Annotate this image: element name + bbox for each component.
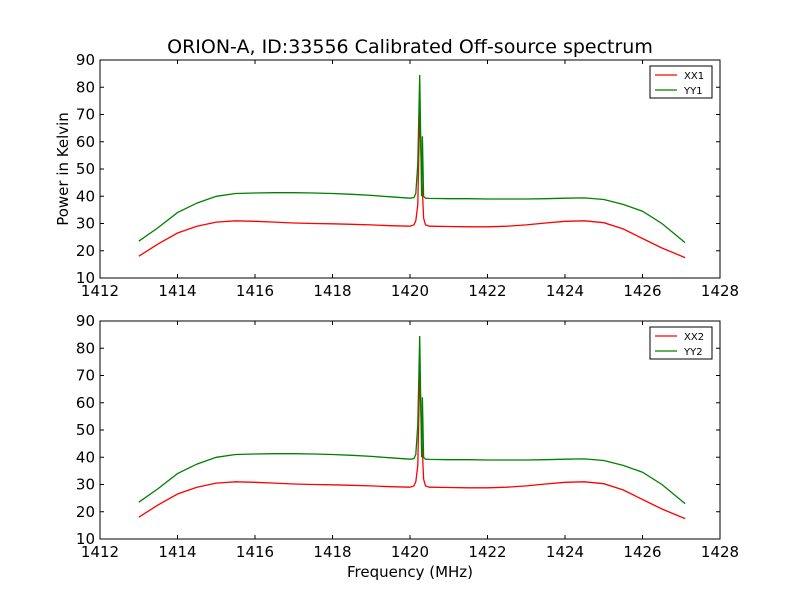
top-panel: 1412 1414 1416 1418 1420 1422 1424 1426 1428 10 20… bbox=[76, 51, 739, 300]
y-tick-label: 40 bbox=[76, 448, 95, 466]
legend-label: YY2 bbox=[683, 347, 703, 358]
x-tick-label: 1424 bbox=[546, 543, 584, 561]
bottom-panel: 1412 1414 1416 1418 1420 1422 1424 1426 1428 10 20… bbox=[76, 312, 739, 561]
y-tick-label: 10 bbox=[76, 269, 95, 287]
axes-frame bbox=[99, 320, 721, 540]
y-tick-label: 70 bbox=[76, 106, 95, 124]
x-tick-label: 1418 bbox=[313, 282, 351, 300]
x-tick-label: 1414 bbox=[158, 282, 196, 300]
legend-label: XX1 bbox=[684, 71, 704, 82]
x-tick-label: 1428 bbox=[701, 282, 739, 300]
x-tick-label: 1426 bbox=[623, 282, 661, 300]
y-tick-label: 80 bbox=[76, 339, 95, 357]
axes-frame bbox=[99, 59, 721, 279]
x-tick-label: 1428 bbox=[701, 543, 739, 561]
x-tick-label: 1420 bbox=[391, 543, 429, 561]
y-tick-label: 50 bbox=[76, 160, 95, 178]
y-tick-label: 30 bbox=[76, 476, 95, 494]
x-tick-label: 1412 bbox=[81, 282, 119, 300]
y-tick-label: 60 bbox=[76, 133, 95, 151]
y-tick-label: 90 bbox=[76, 51, 95, 69]
y-tick-label: 10 bbox=[76, 530, 95, 548]
legend-label: XX2 bbox=[684, 332, 704, 343]
x-tick-label: 1412 bbox=[81, 543, 119, 561]
legend-box bbox=[649, 326, 713, 360]
x-tick-label: 1424 bbox=[546, 282, 584, 300]
y-tick-label: 80 bbox=[76, 78, 95, 96]
x-axis-label: Frequency (MHz) bbox=[347, 563, 473, 581]
x-tick-label: 1422 bbox=[468, 543, 506, 561]
y-tick-label: 30 bbox=[76, 215, 95, 233]
y-tick-label: 40 bbox=[76, 187, 95, 205]
x-tick-label: 1426 bbox=[623, 543, 661, 561]
legend-box bbox=[649, 65, 713, 99]
series-line-yy1 bbox=[138, 74, 686, 244]
series-line-xx1 bbox=[138, 111, 686, 259]
y-tick-label: 60 bbox=[76, 394, 95, 412]
x-tick-label: 1420 bbox=[391, 282, 429, 300]
y-tick-label: 50 bbox=[76, 421, 95, 439]
x-tick-label: 1414 bbox=[158, 543, 196, 561]
y-tick-label: 70 bbox=[76, 367, 95, 385]
legend-label: YY1 bbox=[683, 86, 703, 97]
series-line-xx2 bbox=[138, 372, 686, 520]
x-tick-label: 1418 bbox=[313, 543, 351, 561]
x-tick-label: 1422 bbox=[468, 282, 506, 300]
x-tick-label: 1416 bbox=[236, 282, 274, 300]
y-axis-label: Power in Kelvin bbox=[54, 112, 72, 226]
y-tick-label: 20 bbox=[76, 503, 95, 521]
y-tick-label: 90 bbox=[76, 312, 95, 330]
figure-title: ORION-A, ID:33556 Calibrated Off-source … bbox=[167, 36, 653, 58]
series-line-yy2 bbox=[138, 335, 686, 505]
x-tick-label: 1416 bbox=[236, 543, 274, 561]
y-tick-label: 20 bbox=[76, 242, 95, 260]
